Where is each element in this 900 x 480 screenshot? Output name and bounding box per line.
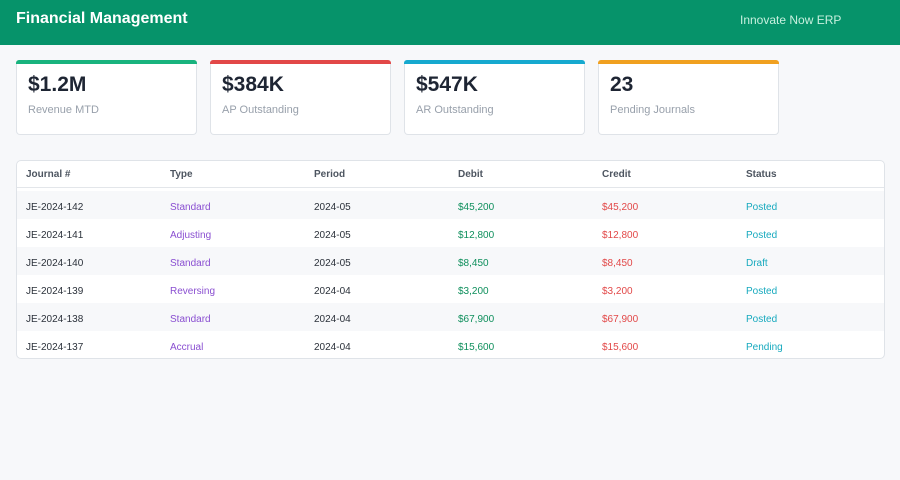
journals-table: Journal # Type Period Debit Credit Statu… <box>16 160 885 359</box>
page-title: Financial Management <box>16 10 188 27</box>
journal-credit: $12,800 <box>602 230 639 241</box>
kpi-value: 23 <box>610 73 634 96</box>
table-row[interactable]: JE-2024-138 Standard 2024-04 $67,900 $67… <box>17 303 884 331</box>
table-row[interactable]: JE-2024-139 Reversing 2024-04 $3,200 $3,… <box>17 275 884 303</box>
table-header: Journal # Type Period Debit Credit Statu… <box>17 161 884 188</box>
journal-debit: $67,900 <box>458 314 495 325</box>
journal-type: Standard <box>170 258 211 269</box>
table-row[interactable]: JE-2024-140 Standard 2024-05 $8,450 $8,4… <box>17 247 884 275</box>
column-header-debit[interactable]: Debit <box>458 169 483 180</box>
journal-number: JE-2024-142 <box>26 202 84 213</box>
kpi-card-ar-outstanding[interactable]: $547K AR Outstanding <box>404 60 585 135</box>
journal-debit: $15,600 <box>458 342 495 353</box>
kpi-card-revenue[interactable]: $1.2M Revenue MTD <box>16 60 197 135</box>
journal-credit: $15,600 <box>602 342 639 353</box>
journal-period: 2024-04 <box>314 314 351 325</box>
kpi-accent-bar <box>404 60 585 64</box>
journal-status: Pending <box>746 342 783 353</box>
journal-number: JE-2024-141 <box>26 230 84 241</box>
journal-status: Posted <box>746 202 778 213</box>
journal-type: Standard <box>170 314 211 325</box>
journal-status: Posted <box>746 230 778 241</box>
kpi-label: AR Outstanding <box>416 104 494 116</box>
journal-period: 2024-05 <box>314 258 351 269</box>
journal-credit: $3,200 <box>602 286 633 297</box>
table-row[interactable]: JE-2024-141 Adjusting 2024-05 $12,800 $1… <box>17 219 884 247</box>
top-header: Financial Management Innovate Now ERP <box>0 0 900 45</box>
kpi-label: Pending Journals <box>610 104 696 116</box>
journal-number: JE-2024-139 <box>26 286 84 297</box>
journal-credit: $67,900 <box>602 314 639 325</box>
journal-debit: $45,200 <box>458 202 495 213</box>
kpi-value: $1.2M <box>28 73 87 96</box>
kpi-card-ap-outstanding[interactable]: $384K AP Outstanding <box>210 60 391 135</box>
kpi-accent-bar <box>210 60 391 64</box>
journal-debit: $8,450 <box>458 258 489 269</box>
journal-type: Accrual <box>170 342 204 353</box>
column-header-period[interactable]: Period <box>314 169 346 180</box>
journal-number: JE-2024-140 <box>26 258 84 269</box>
journal-number: JE-2024-137 <box>26 342 84 353</box>
column-header-credit[interactable]: Credit <box>602 169 631 180</box>
journal-debit: $12,800 <box>458 230 495 241</box>
journal-status: Posted <box>746 314 778 325</box>
kpi-accent-bar <box>16 60 197 64</box>
column-header-journal[interactable]: Journal # <box>26 169 71 180</box>
journal-period: 2024-04 <box>314 286 351 297</box>
journal-status: Posted <box>746 286 778 297</box>
column-header-status[interactable]: Status <box>746 169 777 180</box>
journal-period: 2024-05 <box>314 202 351 213</box>
journal-type: Adjusting <box>170 230 212 241</box>
journal-credit: $8,450 <box>602 258 633 269</box>
kpi-value: $384K <box>222 73 284 96</box>
kpi-card-pending-journals[interactable]: 23 Pending Journals <box>598 60 779 135</box>
journal-period: 2024-04 <box>314 342 351 353</box>
journal-status: Draft <box>746 258 768 269</box>
journal-credit: $45,200 <box>602 202 639 213</box>
kpi-label: Revenue MTD <box>28 104 99 116</box>
table-row[interactable]: JE-2024-137 Accrual 2024-04 $15,600 $15,… <box>17 331 884 358</box>
kpi-value: $547K <box>416 73 478 96</box>
kpi-accent-bar <box>598 60 779 64</box>
kpi-label: AP Outstanding <box>222 104 299 116</box>
journal-type: Standard <box>170 202 211 213</box>
journal-number: JE-2024-138 <box>26 314 84 325</box>
brand-name[interactable]: Innovate Now ERP <box>740 13 842 27</box>
journal-period: 2024-05 <box>314 230 351 241</box>
column-header-type[interactable]: Type <box>170 169 193 180</box>
journal-debit: $3,200 <box>458 286 489 297</box>
table-row[interactable]: JE-2024-142 Standard 2024-05 $45,200 $45… <box>17 191 884 219</box>
journal-type: Reversing <box>170 286 216 297</box>
